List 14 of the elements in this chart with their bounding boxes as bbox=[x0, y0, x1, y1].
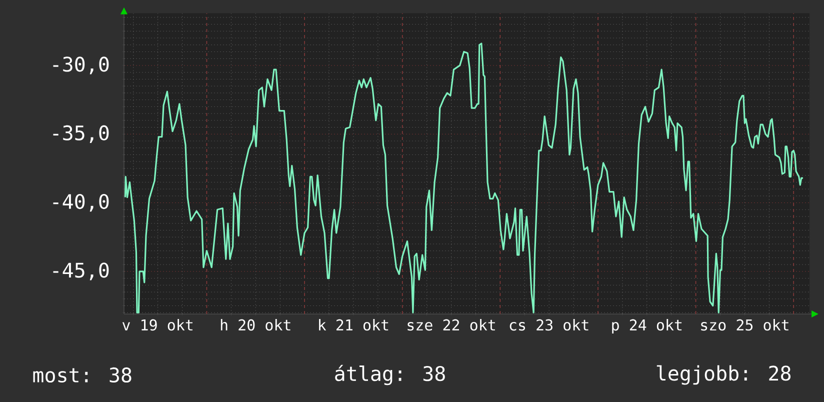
text: átlag: 38 bbox=[335, 364, 445, 386]
x-tick-label: k 21 okt bbox=[319, 319, 388, 331]
x-tick-label: h 20 okt bbox=[220, 319, 290, 331]
x-tick-label: v 19 okt bbox=[122, 319, 192, 331]
x-tick-label: szo 25 okt bbox=[701, 319, 788, 331]
text: legjobb: 28 bbox=[656, 365, 791, 385]
text: most: 38 bbox=[33, 367, 132, 383]
y-tick-label: -45,0 bbox=[53, 262, 109, 280]
x-tick-label: cs 23 okt bbox=[510, 319, 588, 331]
x-tick-label: p 24 okt bbox=[612, 319, 682, 334]
x-tick-label: sze 22 okt bbox=[408, 319, 495, 331]
y-tick-label: -40,0 bbox=[53, 194, 109, 212]
y-tick-label: -30,0 bbox=[53, 56, 109, 74]
y-tick-label: -35,0 bbox=[53, 125, 109, 143]
